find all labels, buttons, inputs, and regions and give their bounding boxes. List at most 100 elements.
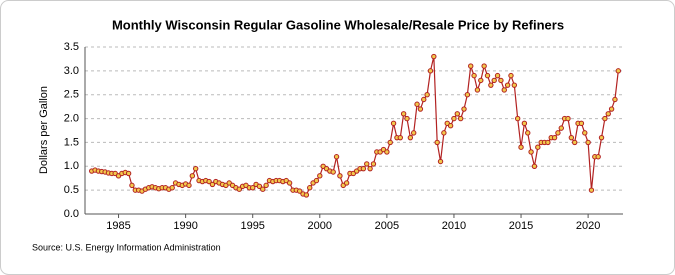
- x-tick-label: 2005: [375, 220, 399, 232]
- y-tick-label: 1.0: [64, 160, 79, 172]
- data-point: [427, 68, 434, 74]
- data-point: [451, 115, 457, 122]
- data-point: [612, 96, 618, 103]
- data-point: [333, 154, 340, 160]
- data-point: [260, 186, 266, 192]
- data-point: [511, 82, 518, 88]
- data-point: [588, 187, 595, 193]
- data-point: [578, 120, 585, 127]
- data-point: [545, 139, 551, 146]
- data-point: [468, 63, 474, 69]
- data-point: [384, 149, 390, 155]
- data-point: [447, 123, 454, 129]
- y-tick-label: 2.0: [64, 112, 79, 124]
- data-point: [474, 87, 481, 93]
- data-point: [498, 77, 504, 84]
- data-point: [568, 134, 575, 141]
- data-point: [514, 115, 521, 122]
- data-point: [494, 72, 501, 79]
- data-point: [206, 178, 212, 185]
- data-point: [330, 169, 336, 175]
- y-tick-label: 0.0: [64, 208, 79, 220]
- data-point: [615, 68, 622, 74]
- data-point: [484, 72, 491, 79]
- data-point: [457, 115, 464, 122]
- data-point: [501, 87, 507, 93]
- data-point: [531, 163, 538, 169]
- data-point: [286, 180, 293, 186]
- data-point: [521, 120, 528, 127]
- x-tick-label: 2020: [576, 220, 600, 232]
- data-point: [481, 63, 487, 69]
- data-point: [189, 173, 196, 179]
- data-point: [387, 139, 393, 146]
- data-point: [169, 185, 175, 191]
- source-note: Source: U.S. Energy Information Administ…: [32, 242, 221, 252]
- data-point: [343, 180, 350, 186]
- data-point: [582, 130, 588, 136]
- data-point: [250, 185, 256, 191]
- data-point: [471, 72, 477, 79]
- data-point: [572, 139, 578, 146]
- data-point: [598, 134, 605, 141]
- data-point: [364, 161, 370, 167]
- data-point: [421, 96, 427, 103]
- chart-title: Monthly Wisconsin Regular Gasoline Whole…: [112, 17, 564, 32]
- data-point: [236, 186, 242, 192]
- data-point: [417, 106, 424, 112]
- data-point: [390, 120, 397, 127]
- data-point: [414, 101, 420, 107]
- x-tick-label: 1985: [106, 220, 130, 232]
- y-tick-label: 3.5: [64, 41, 79, 53]
- x-tick-label: 2010: [442, 220, 466, 232]
- data-point: [551, 134, 558, 141]
- data-point: [508, 72, 514, 79]
- y-tick-label: 2.5: [64, 89, 79, 101]
- data-point: [125, 170, 132, 177]
- data-point: [434, 139, 440, 146]
- data-point: [307, 185, 313, 191]
- data-point: [404, 115, 410, 122]
- data-point: [367, 165, 373, 172]
- data-point: [535, 144, 541, 150]
- x-tick-label: 1990: [173, 220, 197, 232]
- data-point: [256, 183, 263, 190]
- data-point: [400, 111, 407, 117]
- data-point: [565, 115, 571, 122]
- data-point: [555, 130, 561, 136]
- data-point: [464, 92, 471, 98]
- x-tick-label: 2000: [308, 220, 332, 232]
- data-point: [491, 77, 497, 84]
- data-point: [313, 177, 320, 184]
- data-point: [608, 106, 615, 112]
- data-point: [303, 192, 310, 198]
- data-point: [263, 182, 269, 189]
- data-point: [437, 158, 444, 165]
- data-point: [370, 161, 377, 167]
- data-point: [488, 82, 494, 88]
- data-point: [461, 106, 467, 112]
- data-point: [595, 154, 601, 160]
- data-point: [602, 115, 608, 122]
- data-point: [186, 182, 192, 189]
- data-point: [192, 165, 199, 172]
- data-point: [478, 77, 484, 84]
- data-point: [317, 173, 323, 179]
- data-point: [296, 188, 303, 194]
- data-point: [454, 111, 461, 117]
- data-point: [209, 181, 216, 188]
- data-point: [411, 130, 417, 136]
- data-point: [525, 130, 531, 136]
- data-point: [360, 165, 367, 172]
- y-tick-label: 3.0: [64, 65, 79, 77]
- y-tick-label: 0.5: [64, 184, 79, 196]
- data-point: [518, 144, 524, 150]
- data-point: [431, 53, 437, 60]
- data-point: [528, 149, 534, 155]
- data-point: [605, 111, 611, 117]
- data-point: [424, 92, 430, 98]
- data-point: [558, 125, 564, 131]
- data-point: [504, 82, 511, 88]
- x-tick-label: 1995: [240, 220, 264, 232]
